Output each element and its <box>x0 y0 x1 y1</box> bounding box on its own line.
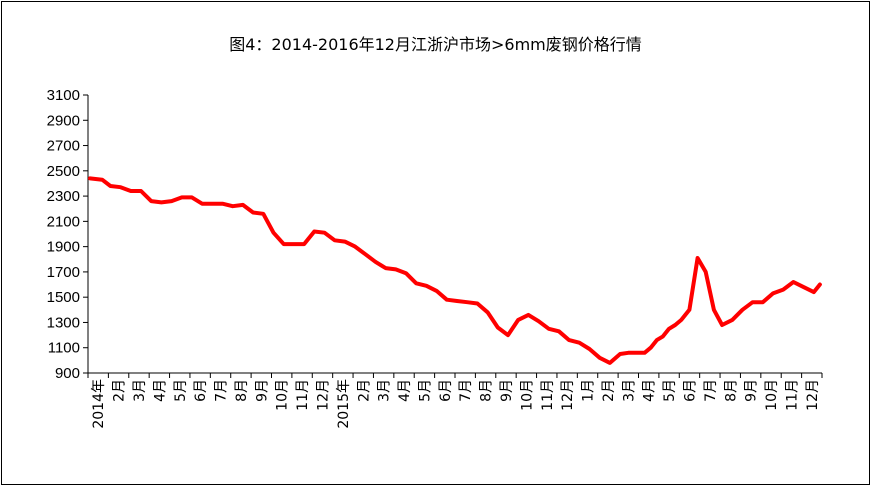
y-tick-label: 1100 <box>48 340 80 357</box>
x-tick-label: 11月 <box>784 379 800 411</box>
x-tick-label: 4月 <box>152 379 168 402</box>
y-tick-label: 3100 <box>47 87 80 104</box>
x-tick-label: 4月 <box>642 379 658 402</box>
y-tick-label: 900 <box>55 365 80 382</box>
x-axis-labels: 2014年 2月 3月 4月 5月 6月 7月 8月 9月 10月 11月 12月 2015年 2月 3月 4… <box>91 379 821 429</box>
y-tick-label: 2500 <box>47 163 80 180</box>
y-tick-label: 1900 <box>47 239 80 256</box>
series-group <box>88 176 822 365</box>
x-tick-label: 9月 <box>499 379 515 402</box>
x-tick-label: 2月 <box>112 379 128 402</box>
y-tick-label: 1500 <box>47 289 80 306</box>
y-tick-label: 1300 <box>47 314 80 331</box>
x-tick-label: 6月 <box>438 379 454 402</box>
x-tick-label: 12月 <box>805 379 821 411</box>
x-tick-label: 3月 <box>132 379 148 402</box>
x-tick-label: 10月 <box>275 379 291 411</box>
x-tick-label: 5月 <box>417 379 433 402</box>
x-tick-label: 6月 <box>193 379 209 402</box>
y-tick-label: 2900 <box>47 112 80 129</box>
x-tick-label: 6月 <box>682 379 698 402</box>
price-line <box>88 176 822 365</box>
x-tick-label: 5月 <box>173 379 189 402</box>
x-tick-label: 9月 <box>254 379 270 402</box>
x-tick-label: 10月 <box>519 379 535 411</box>
x-tick-label: 11月 <box>540 379 556 411</box>
y-tick-label: 2300 <box>47 188 80 205</box>
x-tick-label: 8月 <box>479 379 495 402</box>
y-tick-label: 1700 <box>47 264 80 281</box>
x-tick-label: 2月 <box>601 379 617 402</box>
x-tick-label: 12月 <box>560 379 576 411</box>
x-tick-label: 7月 <box>458 379 474 402</box>
x-tick-label: 2月 <box>356 379 372 402</box>
x-tick-label: 8月 <box>234 379 250 402</box>
x-tick-label: 7月 <box>703 379 719 402</box>
x-tick-label: 1月 <box>581 379 597 402</box>
x-tick-label: 7月 <box>214 379 230 402</box>
x-tick-label: 12月 <box>315 379 331 411</box>
x-tick-label: 11月 <box>295 379 311 411</box>
x-tick-label: 9月 <box>744 379 760 402</box>
x-tick-label: 2015年 <box>336 379 352 429</box>
x-tick-label: 8月 <box>723 379 739 402</box>
y-axis-labels: 900 1100 1300 1500 1700 1900 2100 2300 2500 2700 2… <box>47 87 80 382</box>
y-tick-label: 2100 <box>47 213 80 230</box>
x-tick-label: 4月 <box>397 379 413 402</box>
x-tick-label: 3月 <box>621 379 637 402</box>
x-tick-label: 3月 <box>377 379 393 402</box>
x-tick-label: 2014年 <box>91 379 107 429</box>
axes <box>83 94 823 378</box>
chart-title: 图4：2014-2016年12月江浙沪市场>6mm废钢价格行情 <box>229 35 642 54</box>
x-tick-label: 10月 <box>764 379 780 411</box>
y-tick-label: 2700 <box>47 138 80 155</box>
x-tick-label: 5月 <box>662 379 678 402</box>
